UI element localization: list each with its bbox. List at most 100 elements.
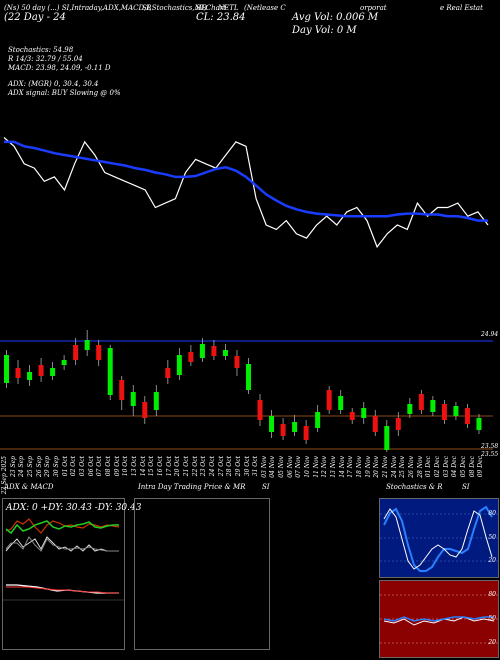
date-label: 21 Oct	[182, 456, 190, 477]
macd-readout: MACD: 23.98, 24.09, -0.11 D	[8, 64, 111, 72]
candle-up	[246, 364, 251, 390]
date-label: 05 Dec	[460, 456, 468, 478]
candle-up	[4, 355, 9, 383]
candle-down	[119, 380, 125, 400]
avg-volume: Avg Vol: 0.006 M	[292, 12, 379, 23]
header-company: (Netlease C	[244, 4, 286, 12]
date-label: 25 Sep	[26, 456, 34, 478]
adx-red-line	[5, 518, 120, 534]
candle-up	[153, 392, 159, 410]
candle-up	[176, 355, 182, 375]
candle-down	[441, 404, 447, 420]
candle-down	[280, 424, 286, 436]
candle-down	[464, 408, 470, 424]
date-label: 13 Oct	[130, 456, 138, 477]
date-label: 13 Nov	[330, 456, 338, 478]
stoch-tick-50: 50	[488, 534, 496, 541]
r-readout: R 14/3: 32.79 / 55.04	[8, 55, 83, 63]
adx-green-line	[5, 520, 119, 535]
header-part: (Ns) 50 day (...)	[4, 4, 60, 12]
moving-average-line	[4, 140, 488, 222]
candle-down	[349, 412, 355, 420]
candle-down	[395, 418, 401, 430]
macd-white-line	[6, 584, 119, 594]
date-label: 09 Dec	[477, 456, 485, 478]
macd-red-line	[6, 586, 119, 594]
day-volume: Day Vol: 0 M	[292, 25, 357, 36]
candle-down	[96, 345, 102, 360]
date-label: 24 Oct	[208, 456, 216, 477]
adx-values: ADX: 0 +DY: 30.43 -DY: 30.43	[6, 503, 142, 513]
stochastics-readout: Stochastics: 54.98	[8, 46, 74, 54]
date-label: 02 Dec	[434, 456, 442, 478]
candle-down	[188, 352, 194, 362]
price-axis-bottom-a: 23.58	[481, 443, 499, 450]
candle-up	[269, 416, 275, 432]
candle-up	[476, 418, 482, 430]
mrsi-white-line	[383, 616, 495, 626]
candle-up	[27, 372, 33, 380]
mrsi-tick-20: 20	[488, 639, 496, 646]
candle-up	[292, 422, 298, 432]
mrsi-blue-line	[383, 616, 494, 622]
candle-up	[453, 406, 459, 416]
date-label: 31 Oct	[252, 456, 260, 477]
candle-up	[407, 404, 413, 414]
date-label: 10 Nov	[304, 456, 312, 478]
close-price-line	[3, 137, 489, 249]
date-label: 03 Oct	[78, 456, 86, 477]
intraday-panel	[134, 498, 270, 650]
adx-macd-title: ADX & MACD	[4, 483, 54, 491]
candle-up	[430, 400, 436, 412]
candle-up	[315, 412, 321, 428]
candle-down	[165, 368, 171, 378]
date-label: 08 Oct	[104, 456, 112, 477]
stoch-tick-20: 20	[488, 557, 496, 564]
intraday-si: SI	[262, 483, 270, 491]
date-label: 21 Nov	[382, 456, 390, 478]
mrsi-panel: 80 50 20	[379, 580, 499, 658]
candle-down	[326, 390, 332, 410]
candle-down	[73, 345, 79, 360]
stoch-blue-line	[383, 505, 493, 572]
candlestick-chart	[4, 330, 482, 452]
header-chart: SI,Chart	[196, 4, 226, 12]
candle-down	[211, 346, 217, 356]
candle-up	[50, 368, 56, 376]
candle-down	[372, 416, 378, 432]
header-company-2: orporat	[360, 4, 387, 12]
date-label: 23 Oct	[200, 456, 208, 477]
candle-down	[234, 356, 240, 368]
date-label: 18 Nov	[356, 456, 364, 478]
header-symbol: NETL	[218, 4, 239, 12]
stoch-tick-80: 80	[488, 510, 496, 517]
date-label: 26 Nov	[408, 456, 416, 478]
stoch-si: SI	[462, 483, 470, 491]
date-label: 20 Oct	[174, 456, 182, 477]
date-label: 05 Nov	[278, 456, 286, 478]
stoch-white-line	[383, 508, 493, 570]
candle-down	[142, 402, 148, 418]
close-price: CL: 23.84	[196, 12, 246, 23]
adx-grey-line	[5, 536, 119, 552]
candle-up	[222, 350, 228, 356]
date-label: 28 Oct	[226, 456, 234, 477]
header-period: (22 Day - 24	[4, 12, 66, 23]
candle-up	[84, 340, 90, 350]
header-line1: (Ns) 50 day (...) SI,Intraday,ADX,MACD,B	[4, 4, 151, 12]
candle-up	[361, 408, 367, 418]
date-label: 30 Sep	[52, 456, 60, 478]
candle-down	[15, 368, 21, 378]
candle-down	[38, 365, 44, 376]
adx-macd-panel: ADX: 0 +DY: 30.43 -DY: 30.43	[2, 498, 141, 650]
header-part: SI,Intraday,ADX,MACD,B	[61, 4, 152, 12]
price-axis-top: 24.94	[481, 331, 499, 338]
candle-up	[107, 348, 113, 395]
mrsi-plot	[380, 594, 498, 644]
mrsi-tick-50: 50	[488, 615, 496, 622]
candle-up	[338, 396, 344, 410]
mrsi-tick-80: 80	[488, 591, 496, 598]
price-axis-bottom-b: 23.55	[481, 451, 499, 458]
intraday-title: Intra Day Trading Price & MR	[138, 483, 246, 491]
